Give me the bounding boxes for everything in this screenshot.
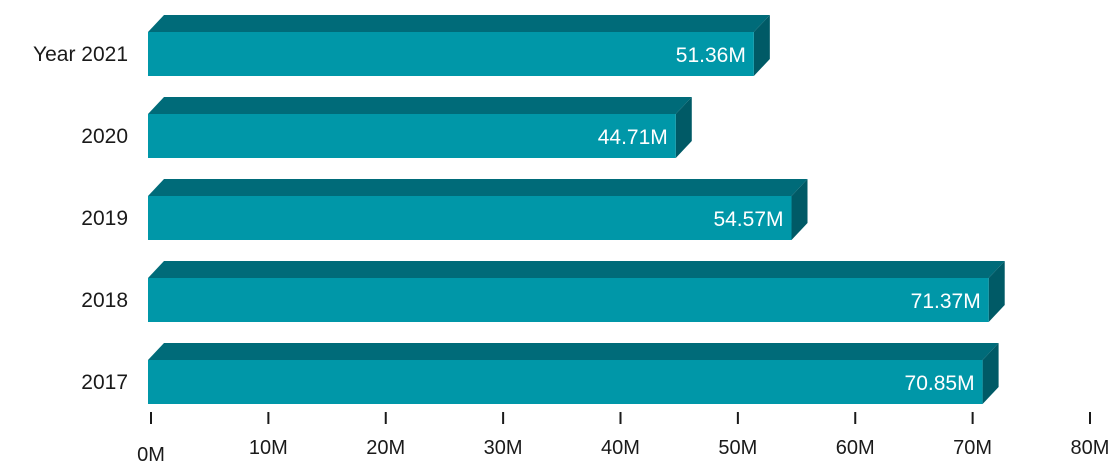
bar-front-face xyxy=(148,360,983,404)
category-label: 2019 xyxy=(81,207,128,230)
bar-value-label: 71.37M xyxy=(911,290,981,313)
category-label: 2018 xyxy=(81,289,128,312)
bar-value-label: 51.36M xyxy=(676,44,746,67)
bar-5: 70.85M xyxy=(148,343,999,404)
x-tick-label: 50M xyxy=(718,437,757,459)
x-tick-label: 60M xyxy=(836,437,875,459)
bar-1: 51.36M xyxy=(148,15,770,76)
bar-top-face xyxy=(148,15,770,32)
bar-front-face xyxy=(148,32,754,76)
category-label: 2017 xyxy=(81,371,128,394)
bar-4: 71.37M xyxy=(148,261,1005,322)
bar-front-face xyxy=(148,114,676,158)
bar-top-face xyxy=(148,261,1005,278)
bar-side-face xyxy=(675,97,692,158)
bar-top-face xyxy=(148,343,999,360)
bar-value-label: 54.57M xyxy=(713,208,783,231)
x-tick-label: 0M xyxy=(137,444,165,464)
category-label: 2020 xyxy=(81,125,128,148)
category-label: Year 2021 xyxy=(33,43,128,66)
bar-3: 54.57M xyxy=(148,179,808,240)
bar-top-face xyxy=(148,179,808,196)
bar-front-face xyxy=(148,196,792,240)
bar-value-label: 44.71M xyxy=(598,126,668,149)
bar-side-face xyxy=(982,343,999,404)
bar-side-face xyxy=(988,261,1005,322)
bar-front-face xyxy=(148,278,989,322)
x-axis: 0M 10M 20M 30M 40M 50M 60M 70M 80M xyxy=(137,412,1110,466)
x-tick-label: 80M xyxy=(1071,437,1110,459)
x-tick-label: 40M xyxy=(601,437,640,459)
x-tick-label: 70M xyxy=(953,437,992,459)
bar-side-face xyxy=(753,15,770,76)
x-tick-label: 20M xyxy=(366,437,405,459)
bar-2: 44.71M xyxy=(148,97,692,158)
category-labels: Year 2021 2020 2019 2018 2017 xyxy=(33,43,128,394)
x-tick-label: 30M xyxy=(484,437,523,459)
bar-side-face xyxy=(791,179,808,240)
bar-top-face xyxy=(148,97,692,114)
bars-layer: 51.36M 44.71M 54.57M 71.37M 70.85M xyxy=(148,15,1005,404)
bar-value-label: 70.85M xyxy=(905,372,975,395)
x-tick-label: 10M xyxy=(249,437,288,459)
